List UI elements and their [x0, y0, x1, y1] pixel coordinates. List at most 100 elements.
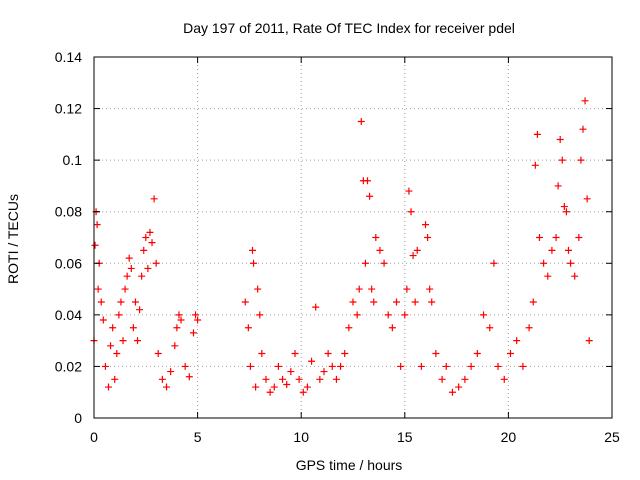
scatter-point — [138, 272, 146, 280]
scatter-point — [490, 259, 498, 267]
scatter-point — [308, 357, 316, 365]
scatter-point — [575, 234, 583, 241]
scatter-point — [500, 375, 508, 383]
scatter-point — [256, 311, 264, 319]
scatter-point — [461, 375, 469, 383]
x-tick-label: 25 — [604, 429, 620, 445]
scatter-point — [372, 234, 380, 241]
scatter-point — [562, 208, 570, 216]
scatter-point — [177, 316, 185, 324]
scatter-point — [97, 298, 105, 306]
scatter-point — [426, 285, 434, 293]
scatter-point — [249, 246, 257, 254]
scatter-point — [274, 362, 282, 370]
points-layer — [90, 97, 593, 396]
scatter-point — [540, 259, 548, 267]
scatter-point — [448, 388, 456, 396]
scatter-point — [303, 383, 311, 391]
scatter-point — [175, 311, 183, 319]
scatter-point — [413, 246, 421, 254]
x-tick-label: 20 — [501, 429, 517, 445]
scatter-point — [525, 324, 533, 332]
scatter-point — [366, 192, 374, 200]
scatter-point — [556, 136, 564, 144]
scatter-point — [316, 375, 324, 383]
scatter-point — [455, 383, 463, 391]
scatter-point — [345, 324, 353, 332]
scatter-point — [99, 316, 107, 324]
scatter-point — [544, 272, 552, 280]
scatter-point — [577, 156, 585, 164]
scatter-point — [407, 208, 415, 216]
scatter-point — [409, 252, 417, 260]
scatter-point — [152, 259, 160, 267]
scatter-point — [121, 285, 129, 293]
scatter-point — [252, 383, 260, 391]
scatter-point — [105, 383, 113, 391]
scatter-point — [581, 97, 589, 105]
scatter-point — [388, 324, 396, 332]
scatter-point — [117, 298, 125, 306]
scatter-point — [353, 311, 361, 319]
scatter-point — [266, 388, 274, 396]
scatter-point — [123, 272, 131, 280]
scatter-point — [312, 303, 320, 311]
y-tick-label: 0.12 — [55, 101, 82, 117]
scatter-point — [295, 375, 303, 383]
scatter-point — [370, 298, 378, 306]
scatter-point — [506, 350, 514, 358]
scatter-point — [564, 246, 572, 254]
scatter-point — [579, 125, 587, 133]
scatter-point — [560, 203, 568, 211]
scatter-point — [422, 221, 430, 229]
scatter-point — [403, 285, 411, 293]
scatter-point — [355, 285, 363, 293]
scatter-point — [254, 285, 262, 293]
scatter-point — [567, 259, 575, 267]
scatter-point — [91, 241, 99, 249]
scatter-point — [167, 368, 175, 376]
scatter-point — [115, 311, 123, 319]
scatter-point — [473, 350, 481, 358]
scatter-point — [364, 177, 372, 185]
scatter-point — [494, 362, 502, 370]
x-tick-label: 5 — [194, 429, 202, 445]
scatter-point — [192, 311, 200, 319]
scatter-point — [189, 329, 197, 337]
y-axis-label: ROTI / TECUs — [5, 194, 21, 284]
scatter-point — [397, 362, 405, 370]
scatter-point — [438, 375, 446, 383]
scatter-point — [417, 362, 425, 370]
y-tick-label: 0.08 — [55, 204, 82, 220]
scatter-point — [93, 221, 101, 229]
scatter-point — [283, 380, 291, 388]
y-tick-label: 0.14 — [55, 49, 82, 65]
y-tick-label: 0.04 — [55, 307, 82, 323]
scatter-point — [173, 324, 181, 332]
scatter-point — [241, 298, 249, 306]
scatter-point — [140, 246, 148, 254]
scatter-point — [513, 337, 521, 345]
x-tick-label: 15 — [397, 429, 413, 445]
tick-layer: 0 5 10 15 20 25 0 0.02 0.04 0.06 0.08 0.1 0.12 0.14 — [55, 49, 620, 445]
scatter-point — [519, 362, 527, 370]
scatter-point — [428, 298, 436, 306]
scatter-point — [480, 311, 488, 319]
y-tick-label: 0.1 — [63, 152, 83, 168]
scatter-point — [585, 337, 593, 345]
x-axis-label: GPS time / hours — [296, 457, 403, 473]
scatter-point — [571, 272, 579, 280]
scatter-point — [111, 375, 119, 383]
scatter-point — [324, 350, 332, 358]
scatter-point — [349, 298, 357, 306]
scatter-point — [250, 259, 258, 267]
scatter-point — [287, 368, 295, 376]
scatter-point — [109, 324, 117, 332]
scatter-point — [552, 234, 560, 241]
scatter-point — [368, 285, 376, 293]
scatter-point — [163, 383, 171, 391]
scatter-point — [337, 362, 345, 370]
scatter-point — [384, 311, 392, 319]
scatter-point — [148, 239, 156, 247]
scatter-point — [299, 388, 307, 396]
